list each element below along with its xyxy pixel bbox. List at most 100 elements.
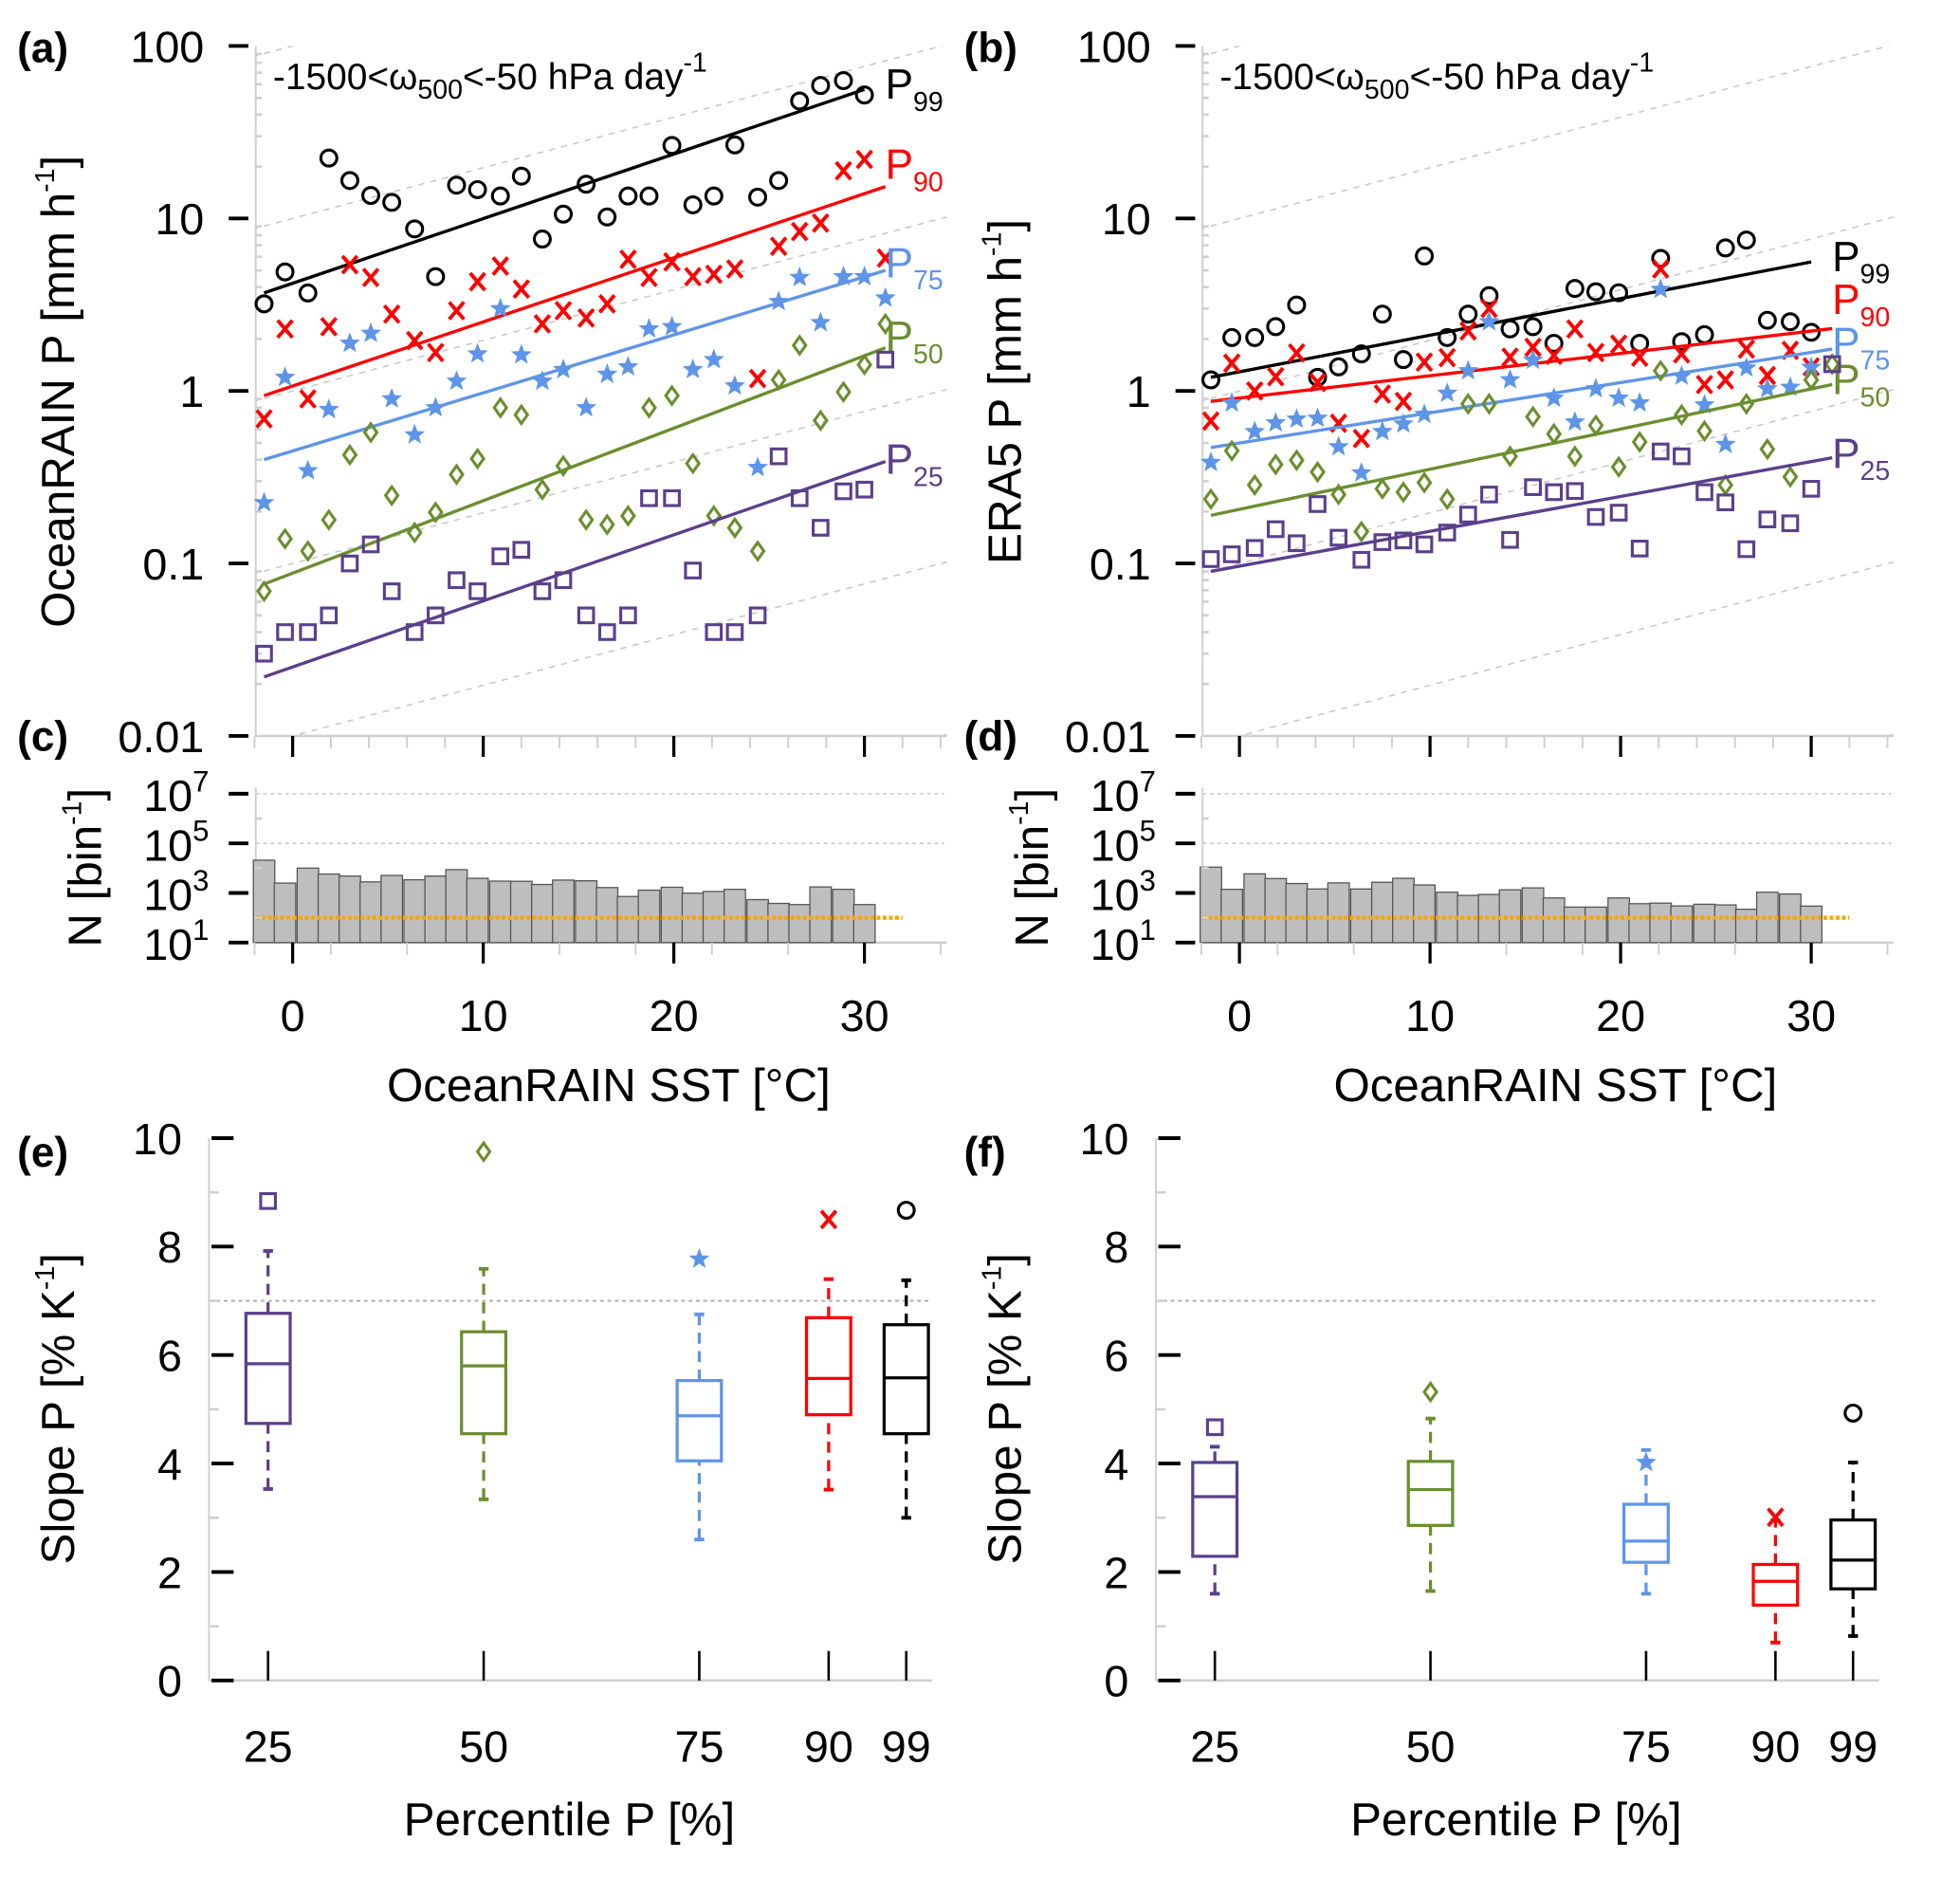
data-point xyxy=(1782,465,1799,488)
histogram-bar xyxy=(595,887,619,944)
data-point xyxy=(1586,507,1605,526)
data-point xyxy=(748,368,767,389)
data-point xyxy=(598,513,615,536)
reference-line xyxy=(1202,46,1892,230)
data-point xyxy=(663,251,681,272)
data-point xyxy=(1394,391,1413,412)
reference-lines xyxy=(255,46,947,736)
data-point xyxy=(833,266,854,286)
histogram-bar xyxy=(1370,881,1394,944)
tick-exponent: 1 xyxy=(192,913,209,947)
series-75: P75 xyxy=(1200,278,1890,482)
histogram-bar xyxy=(1563,906,1586,944)
data-point xyxy=(1629,392,1651,413)
box-75: 75 xyxy=(674,1247,724,1771)
reference-line xyxy=(1236,561,1894,736)
data-point xyxy=(1222,545,1241,563)
data-point xyxy=(253,491,275,512)
y-tick-label: 10 xyxy=(155,194,204,244)
series-25: P25 xyxy=(1201,355,1890,574)
data-point xyxy=(1608,387,1630,408)
data-point xyxy=(1673,447,1691,466)
data-point xyxy=(1201,550,1220,568)
ylabel-text: ERA5 P [mm h xyxy=(979,256,1031,564)
data-point xyxy=(1545,345,1564,365)
data-point xyxy=(1459,321,1477,341)
y-tick-label: 6 xyxy=(1104,1332,1128,1381)
data-point xyxy=(1372,304,1392,324)
data-point xyxy=(1330,483,1347,506)
data-point xyxy=(640,488,658,507)
data-point xyxy=(491,547,510,565)
data-point xyxy=(510,343,532,364)
data-point xyxy=(1651,442,1670,461)
ylabel-end: ] xyxy=(979,219,1031,232)
y-tick-label: 10 xyxy=(133,1114,182,1164)
data-point xyxy=(1715,238,1735,258)
panel-e: 0 2 4 6 8 10 25 50 75 90 99 Percentile P [%] xyxy=(133,1114,932,1846)
annotation-subscript: 500 xyxy=(1365,75,1410,105)
histogram-bar xyxy=(1800,905,1823,944)
histogram-bar xyxy=(359,881,382,944)
data-point xyxy=(382,304,401,324)
ylabel-text: N [bin xyxy=(1006,825,1058,948)
data-point xyxy=(791,221,809,242)
series-75: P75 xyxy=(253,240,943,512)
ylabel-text: OceanRAIN P [mm h xyxy=(32,193,84,628)
data-point xyxy=(1458,304,1478,324)
data-point xyxy=(1458,506,1477,524)
x-tick-label: 10 xyxy=(459,991,508,1040)
data-point xyxy=(1394,531,1413,550)
x-axis-label: OceanRAIN SST [°C] xyxy=(1333,1059,1777,1112)
series-label-main: P xyxy=(1832,357,1859,403)
x-axis-label: OceanRAIN SST [°C] xyxy=(387,1059,831,1112)
series-label-main: P xyxy=(1832,234,1859,281)
data-point xyxy=(1246,473,1263,497)
data-point xyxy=(1481,393,1497,415)
ylabel-superscript: -1 xyxy=(30,1266,61,1290)
data-point xyxy=(1221,392,1242,413)
fit-line xyxy=(1210,347,1833,450)
series-90: P90 xyxy=(255,142,943,429)
data-point xyxy=(425,396,447,417)
data-point xyxy=(684,561,703,580)
data-point xyxy=(533,582,552,600)
data-point xyxy=(1738,393,1755,415)
panel-label: (e) xyxy=(17,1130,68,1176)
box xyxy=(1621,1502,1670,1564)
data-point xyxy=(1758,510,1777,529)
data-point xyxy=(361,267,380,287)
y-tick-label: 103 xyxy=(143,864,209,920)
histogram-bar xyxy=(1200,866,1222,944)
data-point xyxy=(812,519,830,537)
data-point xyxy=(1759,437,1776,461)
data-point xyxy=(639,186,659,206)
data-point xyxy=(360,322,382,342)
data-point xyxy=(1716,493,1734,512)
x-tick-label: 0 xyxy=(281,991,305,1040)
panel-label: (f) xyxy=(964,1130,1006,1176)
data-point xyxy=(468,271,486,292)
data-point xyxy=(1695,375,1713,395)
x-tick-label: 30 xyxy=(840,991,889,1040)
data-point xyxy=(683,194,703,214)
data-point xyxy=(749,540,766,562)
data-point xyxy=(833,70,853,90)
data-point xyxy=(1201,411,1220,432)
data-point xyxy=(638,318,660,339)
data-point xyxy=(318,398,339,419)
y-tick-label: 100 xyxy=(1077,22,1151,71)
data-point xyxy=(1673,343,1691,364)
series-label-main: P xyxy=(886,437,913,484)
data-point xyxy=(1499,369,1521,389)
data-point xyxy=(1307,407,1328,428)
data-point xyxy=(492,396,509,419)
data-point xyxy=(577,175,596,194)
data-point xyxy=(1328,435,1349,456)
y-tick-label: 4 xyxy=(1104,1440,1128,1489)
y-tick-label: 0.01 xyxy=(118,712,204,762)
ylabel-text: N [bin xyxy=(59,825,111,948)
data-point xyxy=(747,456,768,477)
data-point xyxy=(834,482,852,501)
series-label-subscript: 50 xyxy=(1860,382,1891,413)
